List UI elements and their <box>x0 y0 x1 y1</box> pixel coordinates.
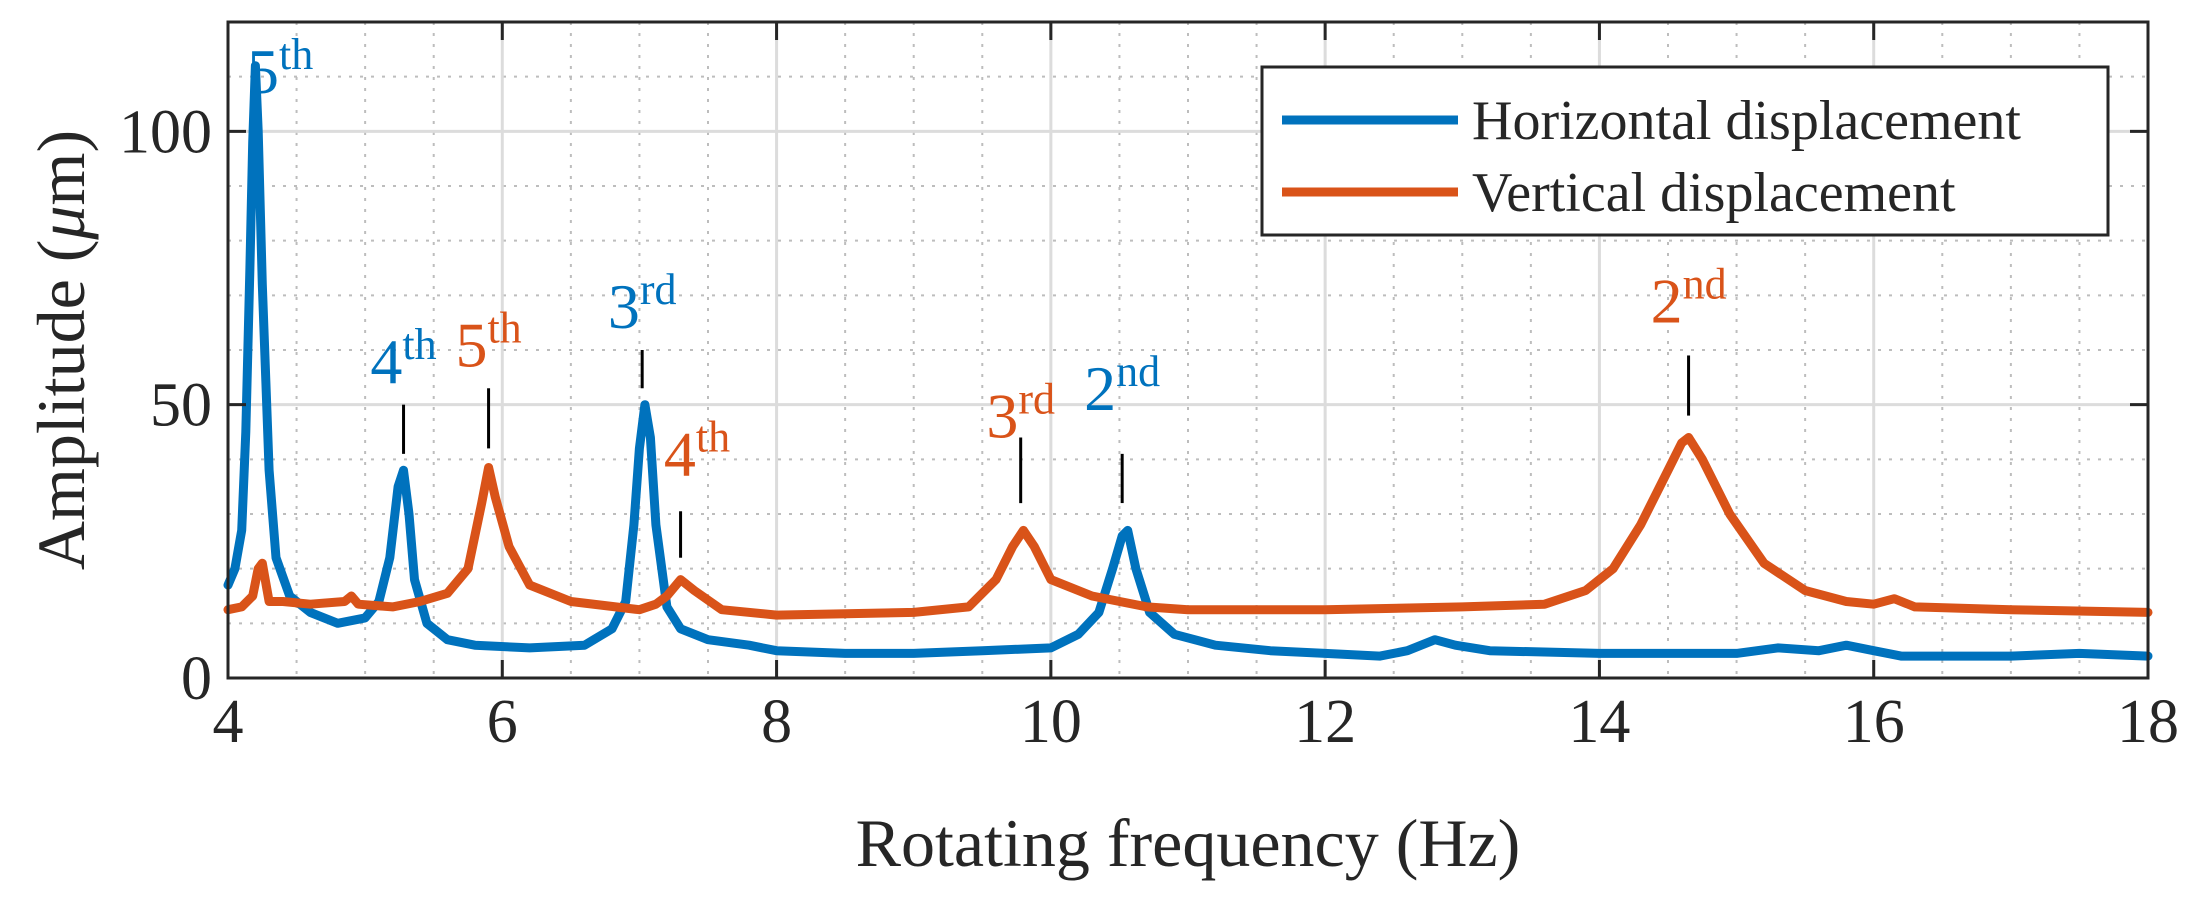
legend: Horizontal displacement Vertical displac… <box>1260 65 2110 237</box>
annotation-order-suffix: rd <box>1018 374 1055 423</box>
annotation-order-suffix: th <box>279 30 313 79</box>
y-axis-label-suffix: m) <box>23 130 99 206</box>
y-tick-label: 50 <box>150 372 212 440</box>
x-tick-label: 18 <box>2117 688 2179 756</box>
annotation-order-number: 2 <box>1651 266 1683 337</box>
y-axis-label: Amplitude (μm) <box>23 130 99 570</box>
x-tick-label: 4 <box>213 688 244 756</box>
legend-entry-horizontal: Horizontal displacement <box>1472 90 2021 152</box>
x-tick-label: 6 <box>487 688 518 756</box>
minor-grid <box>228 22 2148 678</box>
y-tick-label: 0 <box>181 645 212 713</box>
annotation-v-5th: 5th <box>455 303 521 380</box>
annotation-order-suffix: nd <box>1683 260 1727 309</box>
tick-labels: 4 6 8 10 12 14 16 18 0 50 100 <box>119 98 2179 756</box>
legend-entry-vertical: Vertical displacement <box>1472 162 1956 224</box>
plot-frame <box>226 20 2150 680</box>
x-tick-label: 8 <box>761 688 792 756</box>
annotation-v-2nd: 2nd <box>1651 260 1727 337</box>
annotation-order-number: 3 <box>608 271 640 342</box>
annotation-order-suffix: rd <box>640 265 677 314</box>
series-line-vertical <box>223 433 2153 620</box>
annotation-order-number: 3 <box>986 380 1018 451</box>
x-tick-label: 10 <box>1020 688 1082 756</box>
x-axis-label: Rotating frequency (Hz) <box>856 805 1521 881</box>
annotation-h-5th: 5th <box>247 30 313 107</box>
annotation-order-suffix: th <box>402 320 436 369</box>
annotation-order-number: 5 <box>455 309 487 380</box>
annotation-order-suffix: th <box>696 413 730 462</box>
y-axis-label-mu: μ <box>23 205 99 240</box>
annotation-v-4th: 4th <box>664 413 730 490</box>
annotation-order-suffix: th <box>487 303 521 352</box>
axis-ticks <box>226 22 2150 680</box>
annotation-h-4th: 4th <box>370 320 436 397</box>
annotation-order-number: 4 <box>370 326 402 397</box>
y-axis-label-prefix: Amplitude ( <box>23 240 99 571</box>
plot-lines <box>223 61 2153 661</box>
legend-box <box>1260 65 2110 237</box>
annotation-order-suffix: nd <box>1116 347 1160 396</box>
annotation-order-number: 5 <box>247 36 279 107</box>
annotation-h-2nd: 2nd <box>1084 347 1160 424</box>
annotation-order-number: 4 <box>664 419 696 490</box>
annotation-order-number: 2 <box>1084 353 1116 424</box>
x-tick-label: 12 <box>1294 688 1356 756</box>
x-tick-label: 16 <box>1843 688 1905 756</box>
annotation-h-3rd: 3rd <box>608 265 677 342</box>
x-tick-label: 14 <box>1568 688 1630 756</box>
y-tick-label: 100 <box>119 98 212 166</box>
annotation-v-3rd: 3rd <box>986 374 1055 451</box>
